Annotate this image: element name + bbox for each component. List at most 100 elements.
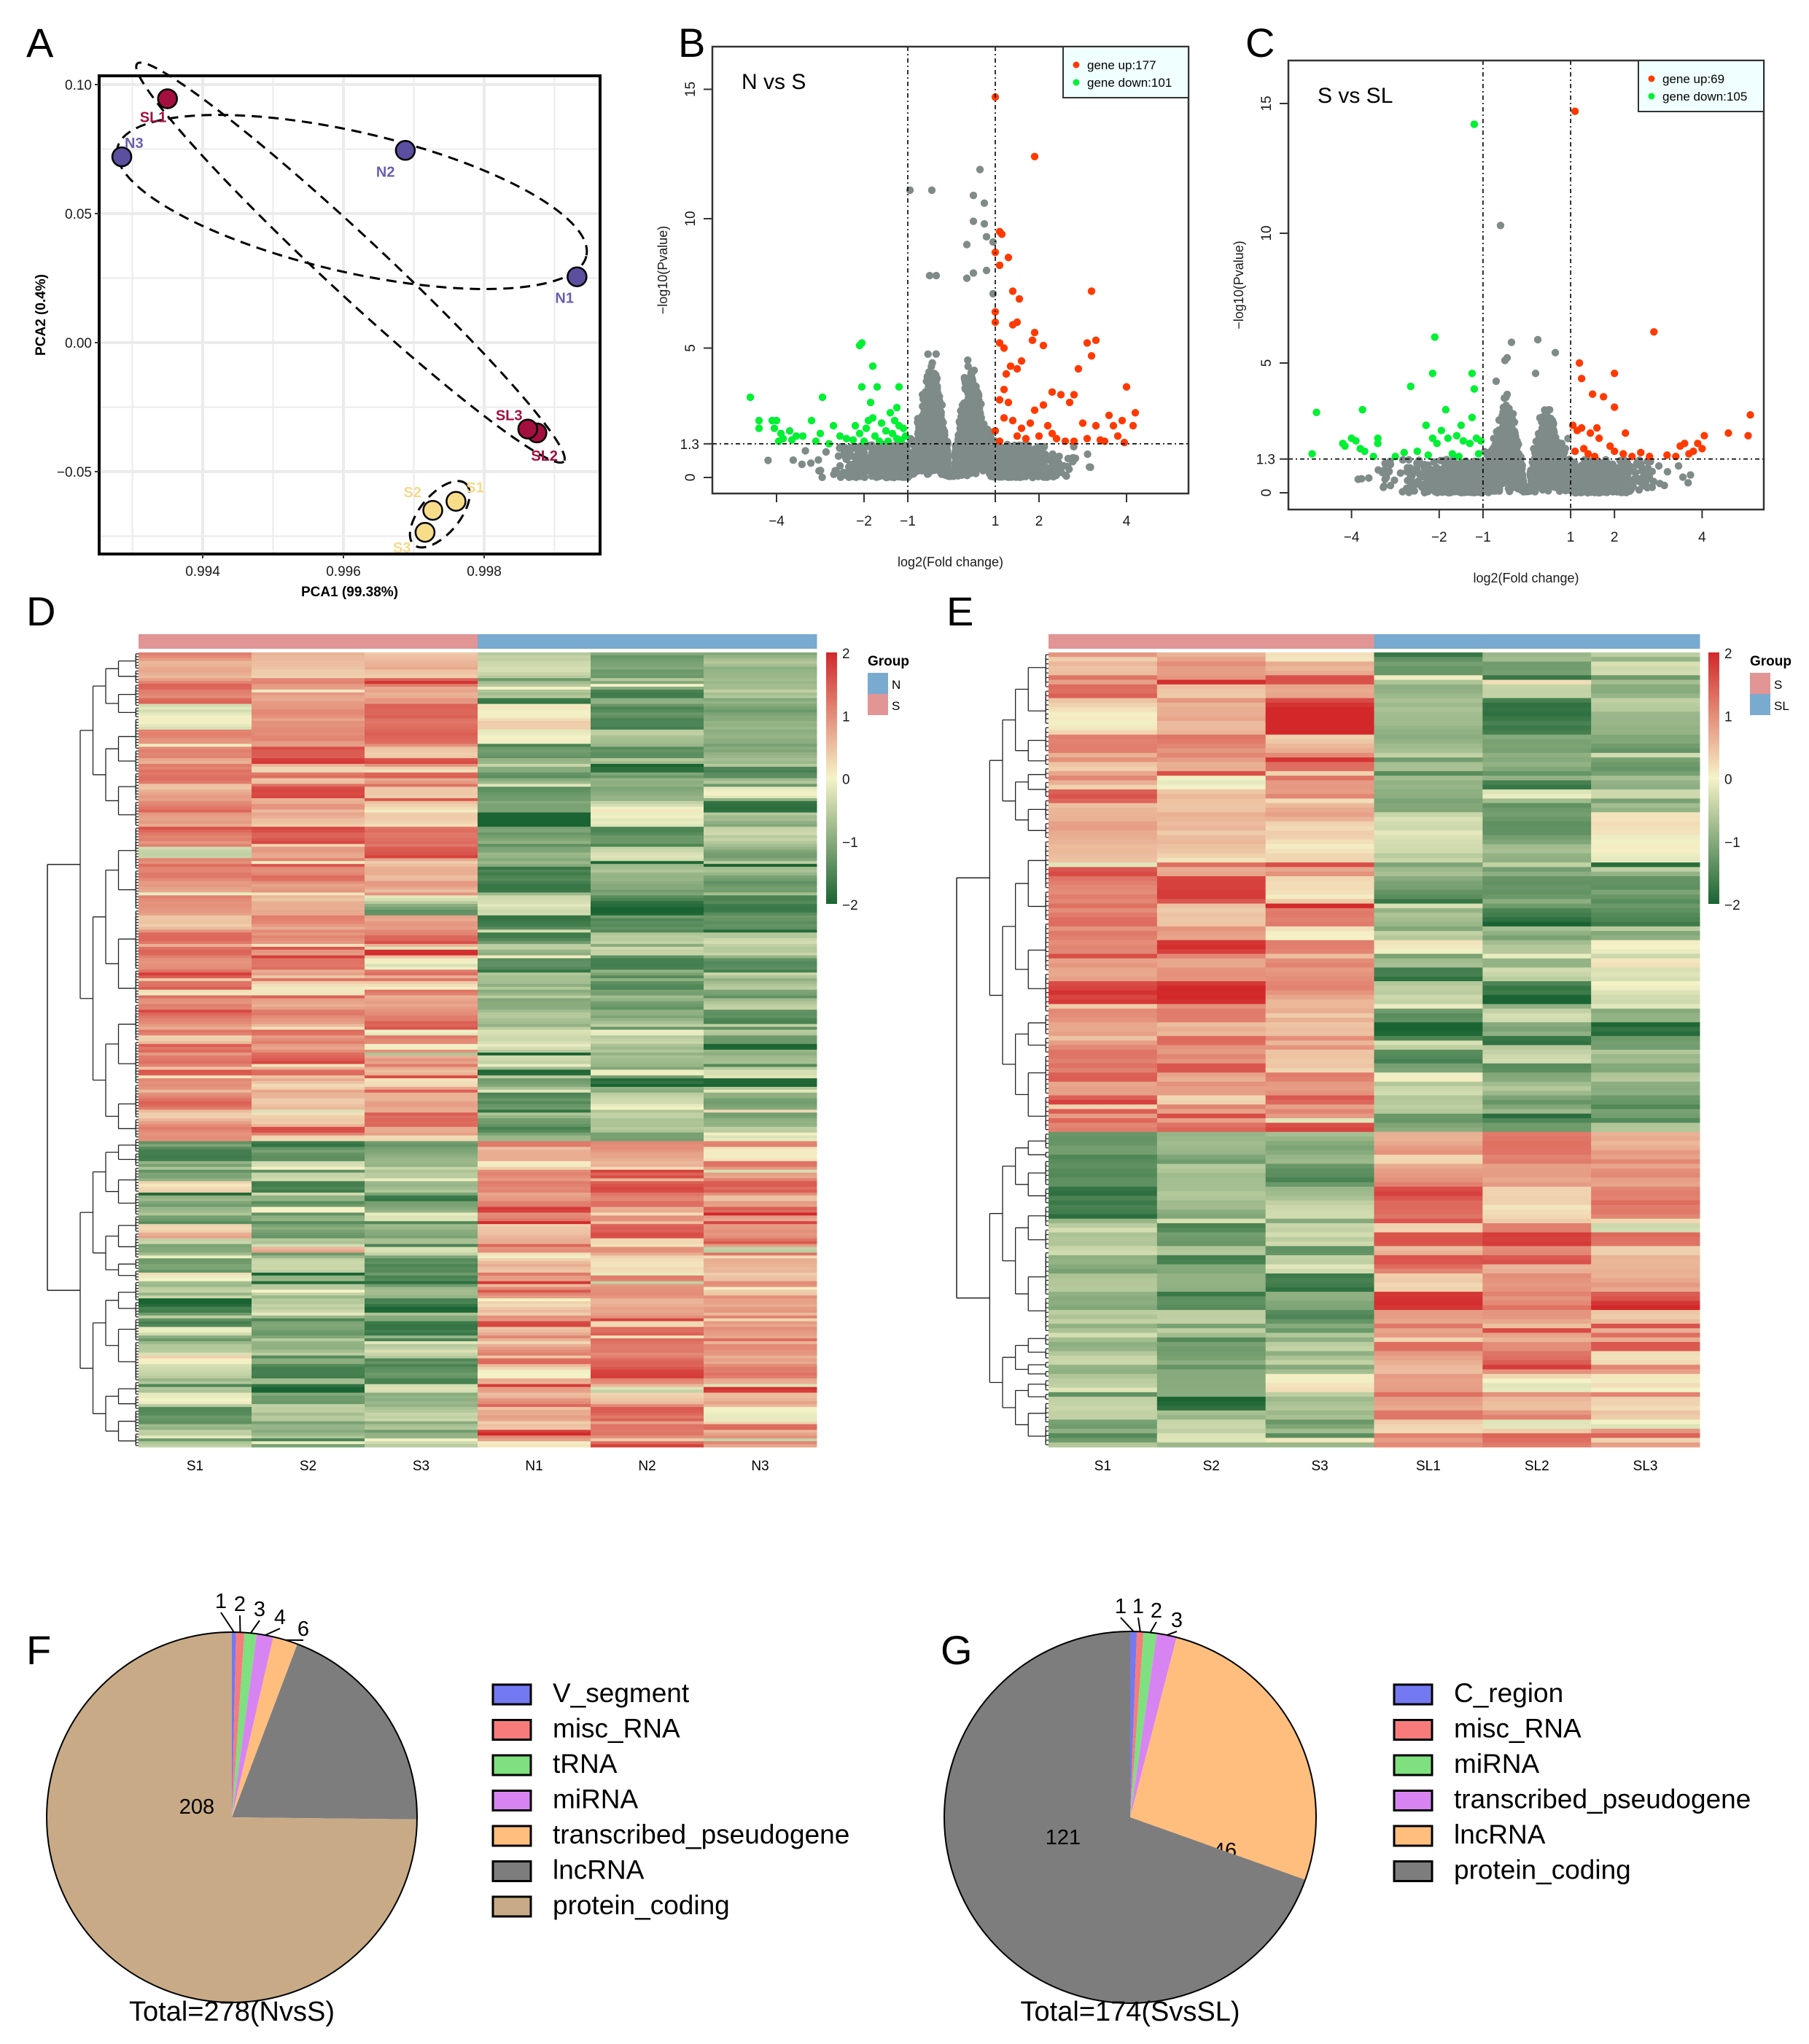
- x-tick-label: −4: [769, 514, 785, 529]
- gene-point-down: [829, 421, 838, 430]
- gene-point-ns: [867, 452, 876, 460]
- gene-point-ns: [934, 397, 943, 405]
- gene-point-down: [884, 437, 892, 445]
- gene-point-ns: [879, 464, 887, 472]
- gene-point-ns: [878, 471, 886, 479]
- gene-point-down: [871, 432, 879, 440]
- pca-point-label: S3: [393, 540, 411, 556]
- gene-point-ns: [1030, 445, 1039, 453]
- gene-point-up: [1113, 432, 1122, 440]
- gene-point-ns: [913, 442, 921, 450]
- pca-point-label: S2: [404, 485, 421, 501]
- gene-point-ns: [990, 473, 998, 481]
- gene-point-down: [818, 393, 827, 402]
- gene-point-up: [1000, 386, 1008, 394]
- confidence-ellipse: [135, 61, 566, 464]
- pca-point-s1: [446, 491, 467, 512]
- gene-point-up: [1013, 318, 1022, 327]
- gene-point-up: [1030, 329, 1039, 337]
- gene-point-down: [836, 432, 844, 440]
- gene-point-ns: [982, 233, 991, 241]
- y-tick-label: 15: [683, 82, 699, 97]
- gene-point-ns: [1024, 441, 1032, 449]
- gene-point-ns: [927, 186, 936, 195]
- gene-point-ns: [963, 413, 971, 421]
- gene-point-up: [1030, 152, 1039, 160]
- gene-point-down: [875, 437, 884, 445]
- gene-point-ns: [963, 449, 972, 457]
- gene-point-ns: [806, 459, 815, 467]
- x-tick-label: 0.998: [467, 564, 502, 580]
- panel-letter: C: [1245, 20, 1275, 66]
- gene-point-down: [892, 434, 901, 442]
- gene-point-down: [892, 403, 901, 412]
- gene-point-ns: [1049, 450, 1057, 459]
- gene-point-ns: [1052, 461, 1061, 469]
- gene-point-ns: [904, 450, 913, 459]
- gene-point-ns: [998, 472, 1007, 480]
- gene-point-up: [1109, 421, 1118, 430]
- gene-point-up: [1013, 432, 1022, 440]
- gene-point-ns: [937, 411, 945, 419]
- gene-point-down: [862, 424, 871, 432]
- gene-point-ns: [980, 219, 989, 228]
- gene-point-ns: [986, 435, 995, 443]
- legend-label: gene down:101: [1087, 76, 1172, 90]
- gene-point-ns: [1000, 448, 1009, 456]
- gene-point-up: [995, 339, 1004, 347]
- gene-point-ns: [931, 453, 939, 461]
- gene-point-up: [995, 261, 1004, 270]
- gene-point-ns: [945, 471, 953, 479]
- x-axis-title: log2(Fold change): [898, 555, 1003, 569]
- gene-point-ns: [814, 456, 822, 464]
- pca-point-sl1: [157, 88, 178, 109]
- gene-point-ns: [857, 450, 865, 459]
- gene-point-ns: [1365, 474, 1373, 482]
- gene-point-ns: [962, 274, 971, 282]
- gene-point-up: [995, 396, 1004, 404]
- gene-point-ns: [926, 375, 934, 383]
- y-tick-label: 1.3: [680, 437, 699, 453]
- volcano-points: [1308, 107, 1754, 497]
- gene-point-ns: [1678, 473, 1687, 481]
- gene-point-up: [1078, 419, 1087, 427]
- gene-point-up: [1092, 336, 1100, 345]
- gene-point-ns: [1687, 471, 1695, 479]
- gene-point-ns: [1663, 467, 1672, 476]
- gene-point-up: [1057, 391, 1065, 399]
- gene-point-ns: [846, 460, 855, 469]
- gene-point-down: [873, 383, 882, 391]
- gene-point-ns: [1674, 461, 1683, 470]
- gene-point-down: [770, 424, 779, 432]
- gene-point-ns: [989, 238, 997, 246]
- gene-point-down: [746, 393, 755, 402]
- gene-point-up: [1083, 339, 1092, 347]
- gene-point-ns: [1007, 465, 1016, 473]
- gene-point-up: [1026, 419, 1035, 427]
- gene-point-ns: [1656, 480, 1664, 488]
- gene-point-ns: [1040, 457, 1049, 465]
- legend-marker: [1073, 79, 1080, 86]
- gene-point-ns: [836, 473, 845, 481]
- gene-point-ns: [1013, 457, 1022, 465]
- gene-point-ns: [953, 460, 961, 468]
- gene-point-down: [755, 424, 763, 432]
- gene-point-up: [1070, 391, 1078, 399]
- gene-point-ns: [1386, 461, 1395, 469]
- legend-box: [1062, 46, 1189, 98]
- gene-point-ns: [970, 402, 979, 410]
- gene-point-up: [1096, 436, 1105, 444]
- gene-point-up: [1074, 364, 1083, 373]
- gene-point-ns: [964, 362, 972, 370]
- gene-point-ns: [933, 405, 941, 414]
- gene-point-ns: [969, 427, 977, 436]
- pca-point-n1: [567, 266, 588, 287]
- gene-point-down: [882, 426, 890, 435]
- gene-point-ns: [973, 434, 981, 442]
- gene-point-up: [1092, 421, 1100, 430]
- gene-point-ns: [831, 467, 839, 475]
- gene-point-ns: [1396, 469, 1404, 477]
- pca-point-sl3: [517, 418, 539, 440]
- gene-point-up: [1065, 398, 1074, 407]
